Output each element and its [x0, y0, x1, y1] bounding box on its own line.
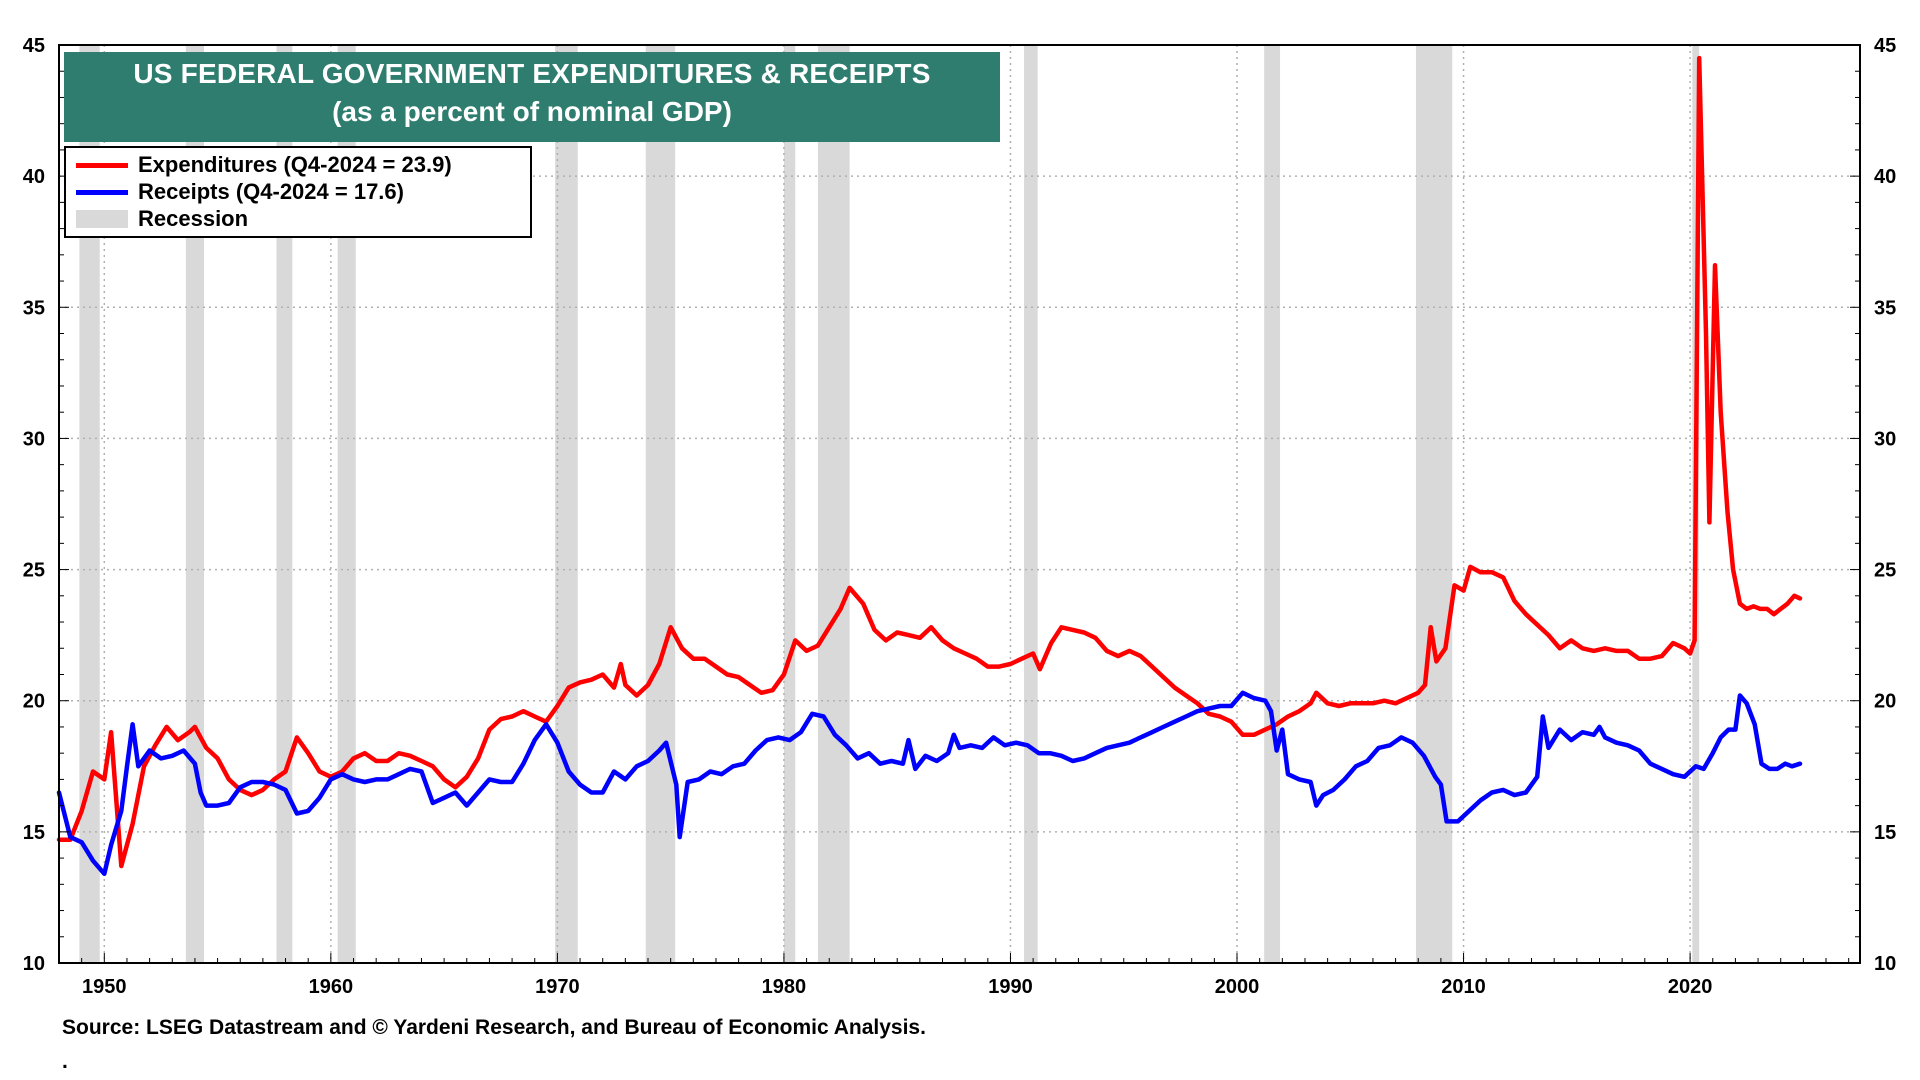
y-tick-label-right-40: 40 [1874, 166, 1896, 188]
x-tick-label-1990: 1990 [988, 976, 1033, 998]
y-tick-label-right-25: 25 [1874, 560, 1896, 582]
recession-bands [79, 45, 1700, 963]
source-note: Source: LSEG Datastream and © Yardeni Re… [62, 1016, 926, 1039]
y-tick-label-right-45: 45 [1874, 35, 1896, 57]
y-tick-label-right-35: 35 [1874, 297, 1896, 319]
recession-band-2 [276, 45, 293, 963]
legend-swatch-recession [76, 210, 128, 228]
recession-band-8 [1024, 45, 1038, 963]
legend-swatch-expenditures [76, 162, 128, 168]
y-tick-label-left-35: 35 [23, 297, 45, 319]
chart-title: US FEDERAL GOVERNMENT EXPENDITURES & REC… [133, 58, 931, 89]
recession-band-6 [783, 45, 796, 963]
chart-title-box: US FEDERAL GOVERNMENT EXPENDITURES & REC… [64, 52, 1000, 142]
legend-item-receipts: Receipts (Q4-2024 = 17.6) [76, 179, 404, 205]
legend-item-expenditures: Expenditures (Q4-2024 = 23.9) [76, 152, 452, 178]
recession-band-9 [1264, 45, 1281, 963]
legend-item-recession: Recession [76, 206, 248, 232]
y-tick-label-left-15: 15 [23, 822, 45, 844]
x-tick-label-1960: 1960 [309, 976, 354, 998]
chart-subtitle: (as a percent of nominal GDP) [332, 96, 732, 127]
recession-band-7 [817, 45, 850, 963]
recession-band-0 [79, 45, 100, 963]
x-tick-label-2010: 2010 [1441, 976, 1486, 998]
series-line-expenditures [56, 55, 1803, 869]
footnote: . [62, 1050, 68, 1073]
legend-label-recession: Recession [138, 206, 249, 231]
y-tick-label-left-25: 25 [23, 560, 45, 582]
x-tick-label-1980: 1980 [762, 976, 807, 998]
series-lines [56, 55, 1803, 877]
legend-label-expenditures: Expenditures (Q4-2024 = 23.9) [138, 152, 452, 177]
x-tick-label-1950: 1950 [82, 976, 127, 998]
y-tick-label-left-30: 30 [23, 428, 45, 450]
y-tick-label-right-30: 30 [1874, 428, 1896, 450]
legend-swatch-receipts [76, 189, 128, 195]
x-tick-label-1970: 1970 [535, 976, 580, 998]
plot-frame [58, 44, 1861, 964]
series-line-receipts [56, 690, 1803, 877]
y-tick-label-left-10: 10 [23, 953, 45, 975]
y-tick-label-right-20: 20 [1874, 691, 1896, 713]
y-tick-label-left-45: 45 [23, 35, 45, 57]
recession-band-3 [337, 45, 356, 963]
legend: Expenditures (Q4-2024 = 23.9) Receipts (… [64, 146, 532, 238]
y-tick-label-left-40: 40 [23, 166, 45, 188]
x-tick-label-2000: 2000 [1215, 976, 1260, 998]
recession-band-10 [1415, 45, 1453, 963]
y-tick-label-right-10: 10 [1874, 953, 1896, 975]
y-tick-label-right-15: 15 [1874, 822, 1896, 844]
recession-band-4 [555, 45, 578, 963]
recession-band-5 [645, 45, 676, 963]
legend-label-receipts: Receipts (Q4-2024 = 17.6) [138, 179, 404, 204]
y-tick-label-left-20: 20 [23, 691, 45, 713]
x-tick-label-2020: 2020 [1668, 976, 1713, 998]
